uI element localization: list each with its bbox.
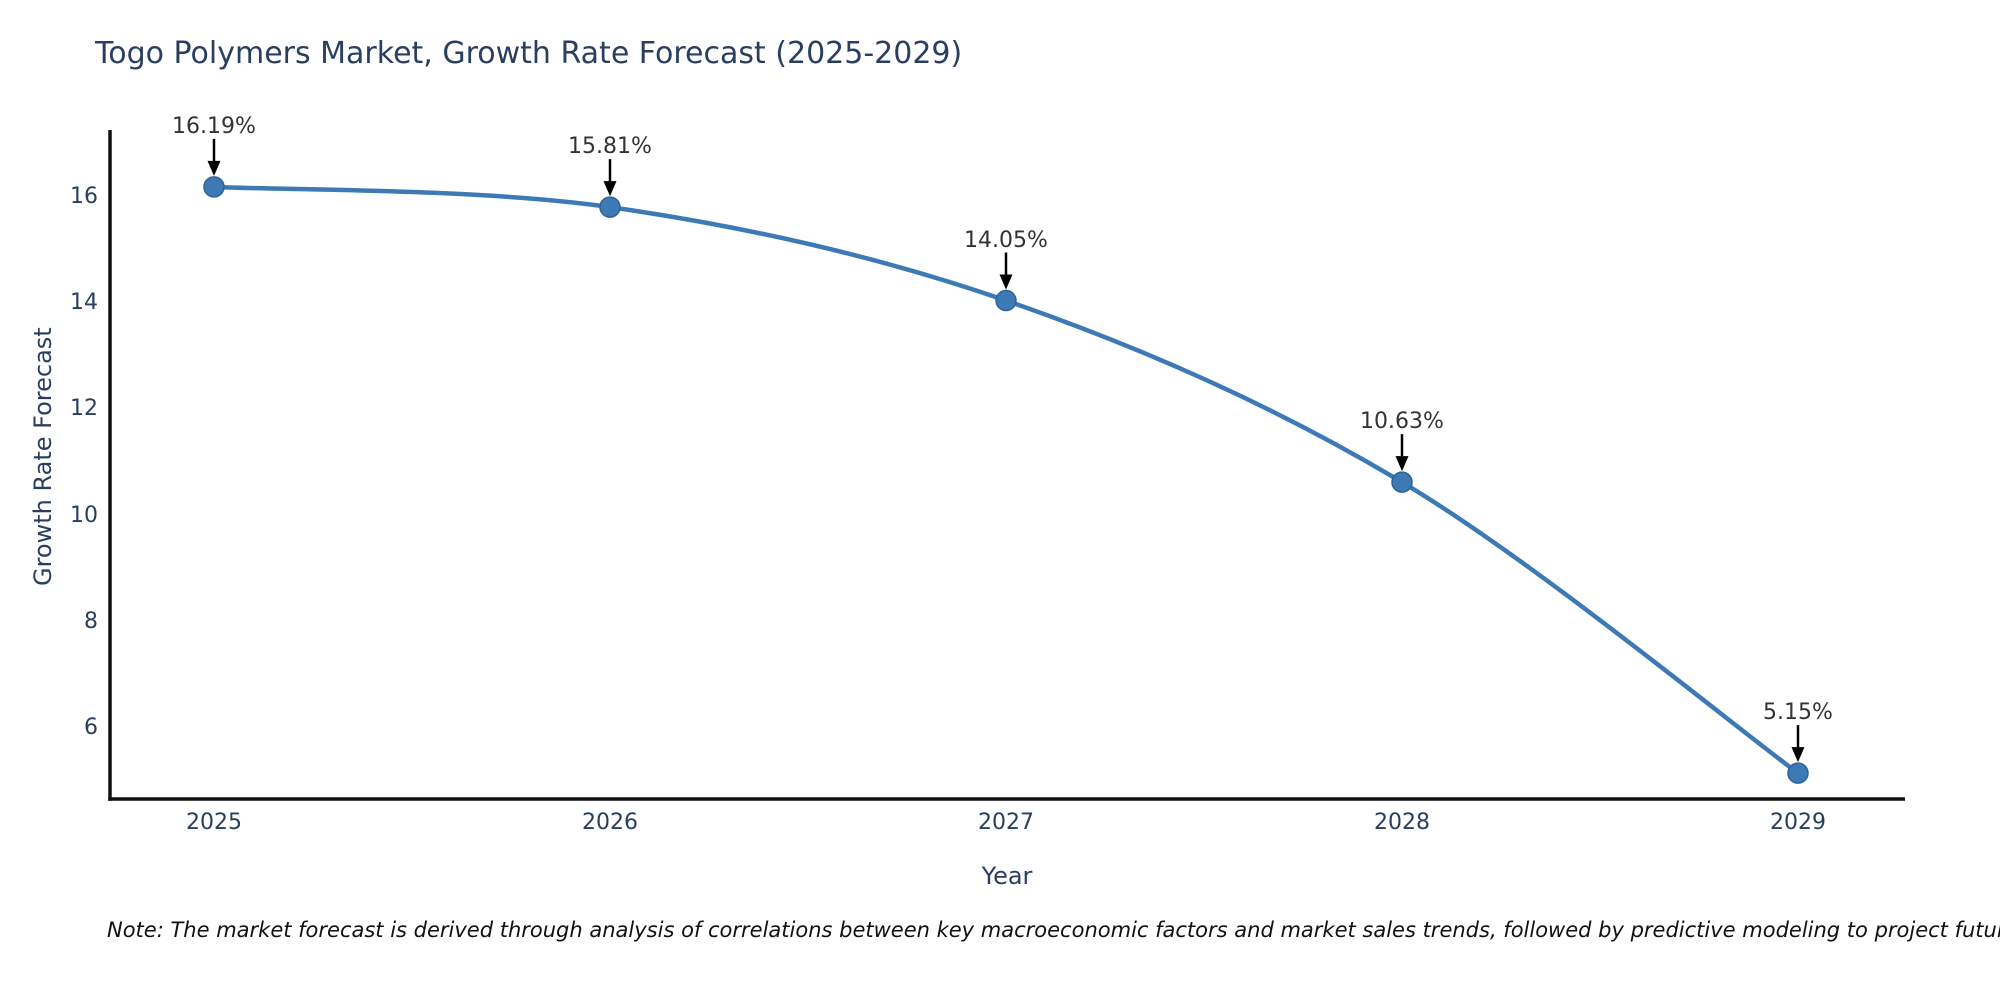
data-point-label: 5.15% [1763,700,1833,726]
x-tick-label: 2025 [186,810,242,835]
data-point-label: 15.81% [568,134,652,160]
y-tick-label: 8 [84,608,98,634]
data-point-label: 10.63% [1360,409,1444,435]
data-point-marker [203,176,225,198]
data-point-marker [995,289,1017,312]
data-point-marker [1787,762,1809,784]
y-axis-title: Growth Rate Forecast [29,327,57,586]
y-tick-label: 10 [70,502,98,528]
data-point-marker [599,196,621,218]
footnote: Note: The market forecast is derived thr… [107,918,2000,942]
y-tick-label: 12 [70,396,98,422]
annotation-arrow-head [207,160,221,176]
data-point-marker [1391,471,1413,493]
data-point-label: 16.19% [172,113,256,139]
annotation-arrow-head [1791,747,1805,763]
annotation-arrow-head [1395,456,1409,472]
y-tick-label: 6 [84,715,98,740]
y-tick-label: 16 [70,184,98,209]
annotation-arrow-head [999,274,1013,290]
chart-title: Togo Polymers Market, Growth Rate Foreca… [95,36,963,71]
x-tick-label: 2026 [582,810,638,835]
data-point-label: 14.05% [964,227,1048,253]
x-tick-label: 2028 [1374,810,1430,835]
y-tick-label: 14 [70,290,98,316]
x-tick-label: 2027 [978,810,1034,835]
annotation-arrow-head [603,181,617,197]
x-tick-label: 2029 [1770,810,1826,835]
x-axis-title: Year [981,862,1033,890]
